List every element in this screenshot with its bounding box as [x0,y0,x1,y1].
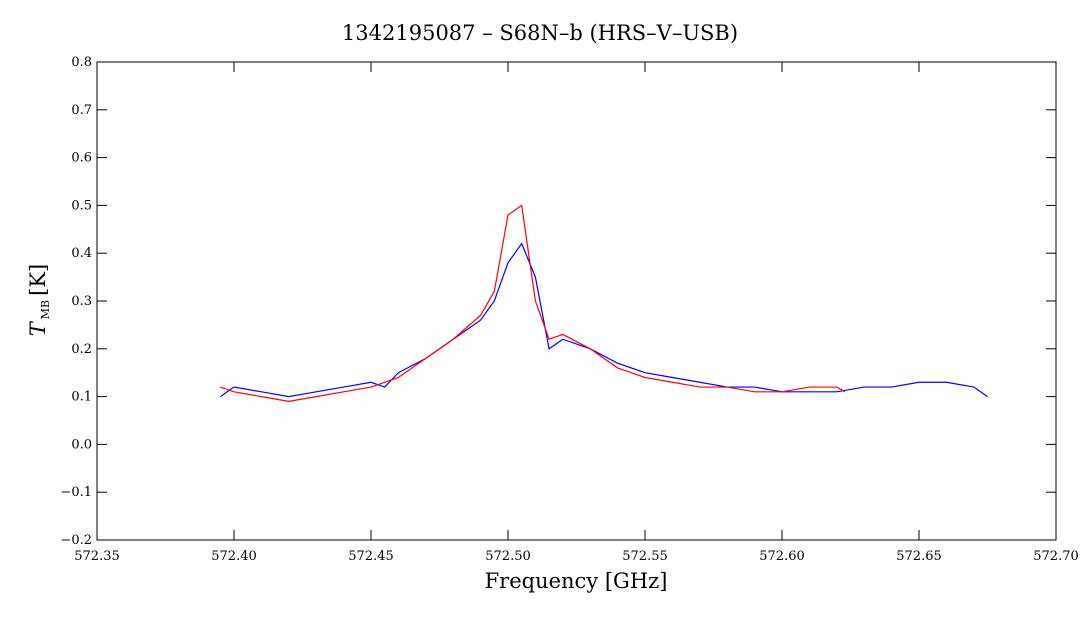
x-tick-label: 572.65 [896,549,942,564]
x-tick-label: 572.50 [485,549,531,564]
svg-text:TMB[K]: TMB [K] [26,264,52,336]
y-tick-label: 0.0 [71,437,92,452]
chart-title: 1342195087 – S68N–b (HRS–V–USB) [342,21,738,45]
y-axis-label-unit: [K] [26,264,50,296]
y-axis-label-sub: MB [39,300,52,319]
y-tick-label: −0.2 [60,533,92,548]
x-axis-label: Frequency [GHz] [485,569,668,593]
x-tick-label: 572.60 [759,549,805,564]
x-tick-label: 572.40 [211,549,257,564]
y-tick-label: 0.2 [71,342,92,357]
x-tick-label: 572.55 [622,549,668,564]
series-line-1 [219,242,988,398]
y-tick-label: 0.7 [71,103,92,118]
y-tick-label: 0.4 [71,246,92,261]
y-tick-label: 0.8 [71,55,92,70]
y-axis-label: TMB [K] [26,264,52,336]
plot-frame [96,61,1057,541]
x-tick-label: 572.35 [74,549,120,564]
plot-area [219,204,988,402]
series-line-2 [220,204,846,402]
y-tick-label: 0.5 [71,198,92,213]
y-tick-label: 0.6 [71,151,92,166]
x-axis-ticks: 572.35 572.40 572.45 572.50 572.55 572.60 572.… [74,62,1079,564]
x-tick-label: 572.45 [348,549,394,564]
y-axis-ticks: −0.2 −0.1 0.0 0.1 0.2 0.3 0.4 0.5 0.6 0.7 0.8 [60,55,1056,548]
y-axis-label-main: T [26,320,50,336]
x-tick-label: 572.70 [1033,549,1079,564]
y-tick-label: −0.1 [60,485,92,500]
y-tick-label: 0.3 [71,294,92,309]
y-tick-label: 0.1 [71,390,92,405]
